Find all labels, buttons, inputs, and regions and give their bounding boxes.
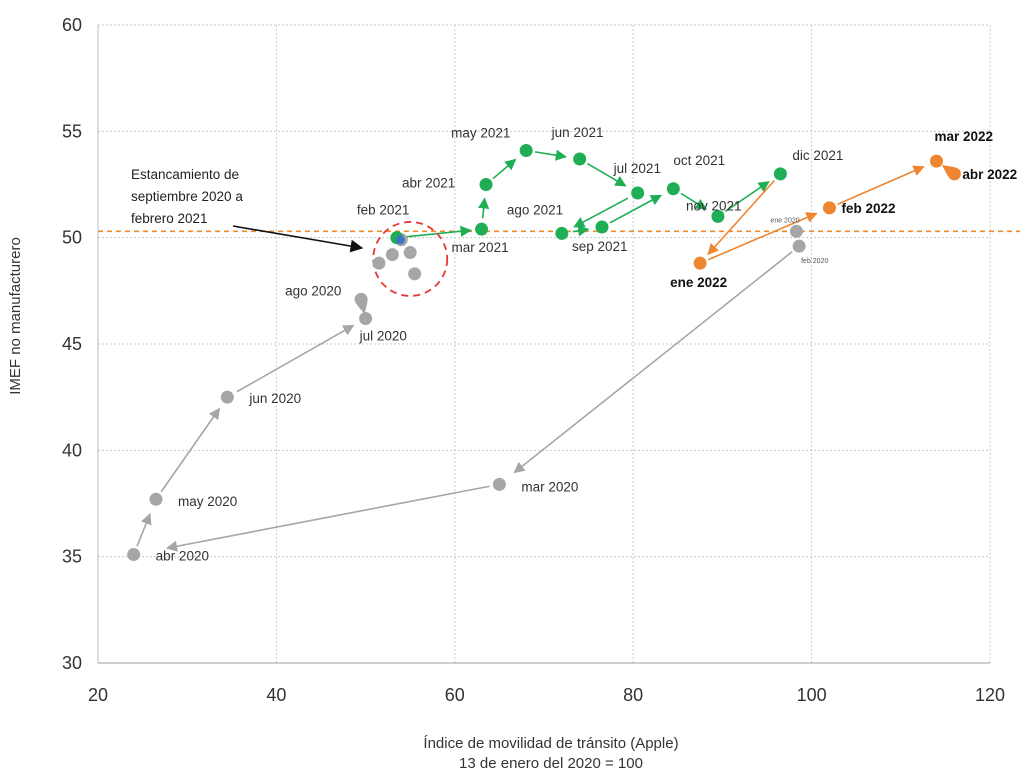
point-label: ene 2022: [670, 275, 727, 290]
series-2021-arrow: [724, 181, 770, 212]
series-2021-point: [595, 220, 609, 234]
x-tick-label: 120: [975, 685, 1005, 705]
series-2021-point: [773, 167, 787, 181]
series-2021-point: [479, 178, 493, 191]
point-label: oct 2021: [673, 153, 725, 168]
series-2022-arrow: [942, 165, 955, 177]
series-2020-point: [220, 390, 234, 404]
series-2021-point: [573, 152, 587, 166]
series-2021-point: [711, 209, 725, 223]
series-2021-arrow: [572, 225, 590, 237]
annotation-text-line: Estancamiento de: [131, 167, 239, 182]
series-2020-arrow: [160, 407, 220, 493]
x-axis-title: Índice de movilidad de tránsito (Apple): [423, 735, 678, 752]
series-2021-arrow: [680, 192, 707, 210]
point-label: may 2021: [451, 125, 510, 140]
series-2022-point: [947, 167, 961, 181]
series-2020-point: [354, 292, 368, 306]
series-2020-arrow: [513, 251, 793, 474]
point-label: feb 2022: [841, 201, 895, 216]
series-2020-point: [127, 548, 141, 562]
x-tick-label: 40: [266, 685, 286, 705]
series-2020-point: [359, 311, 373, 325]
series-2022-point: [693, 256, 707, 270]
gridlines: [97, 24, 991, 664]
y-tick-label: 30: [62, 653, 82, 673]
x-axis-subtitle: 13 de enero del 2020 = 100: [459, 755, 643, 772]
point-label: dic 2021: [792, 148, 843, 163]
point-label: ene 2020: [770, 217, 799, 224]
series-2021-point: [555, 226, 569, 240]
annotation-text-line: febrero 2021: [131, 211, 208, 226]
series-2020-arrow: [136, 513, 152, 547]
series-2020-arrow: [165, 485, 490, 552]
series-2021-arrow: [609, 194, 662, 224]
point-label: feb 2021: [357, 203, 410, 218]
point-label: sep 2021: [572, 239, 628, 254]
y-tick-label: 45: [62, 334, 82, 354]
point-label: mar 2020: [521, 479, 578, 494]
y-tick-label: 40: [62, 440, 82, 460]
series-2021-point: [519, 143, 533, 157]
point-label: jun 2021: [551, 125, 604, 140]
series-2020-point: [792, 239, 806, 253]
series-2022-arrow: [707, 180, 775, 256]
series-2020-arrow: [236, 324, 355, 393]
series-2020-point: [492, 477, 506, 491]
y-tick-label: 50: [62, 228, 82, 248]
point-label: abr 2020: [156, 549, 209, 564]
stagnation-circle: [372, 221, 449, 297]
point-labels: ene 2020 feb 2020 mar 2020 abr 2020 may 2020…: [156, 125, 1017, 564]
annotation-arrow: [232, 225, 364, 253]
point-label: ago 2021: [507, 202, 563, 217]
x-tick-label: 100: [797, 685, 827, 705]
series-2020-point: [385, 248, 399, 262]
series-2022-arrow: [708, 212, 818, 261]
x-tick-label: 60: [445, 685, 465, 705]
point-label: mar 2022: [934, 129, 993, 144]
data-points: [127, 143, 961, 562]
series-2021-arrow: [478, 197, 490, 219]
y-axis-title: IMEF no manufacturero: [7, 237, 24, 395]
series-2022-arrow: [837, 165, 925, 206]
series-2021-arrow: [534, 149, 567, 161]
series-2022-point: [929, 154, 943, 168]
series-2020-point: [149, 492, 163, 506]
point-label: feb 2020: [801, 258, 828, 265]
axis-ticks: 30 35 40 45 50 55 60 20 40 60 80 100 120: [62, 15, 1005, 705]
point-label: abr 2021: [402, 176, 455, 191]
point-label: jun 2020: [248, 391, 301, 406]
series-2021-arrow: [587, 162, 627, 187]
annotation-layer: Estancamiento de septiembre 2020 a febrero…: [131, 167, 449, 297]
series-2022-point: [822, 201, 836, 215]
series-2020-arrow: [356, 301, 368, 315]
series-2020-point: [372, 256, 386, 270]
point-label: jul 2020: [359, 328, 407, 343]
x-tick-label: 80: [623, 685, 643, 705]
y-tick-label: 35: [62, 547, 82, 567]
x-tick-label: 20: [88, 685, 108, 705]
series-2021-point: [631, 186, 645, 200]
series-2021-arrow: [492, 158, 517, 180]
series-2021-point: [666, 182, 680, 196]
overlap-point: [395, 235, 405, 245]
series-2020-point: [403, 246, 417, 260]
series-2021-point: [475, 222, 489, 236]
point-label: ago 2020: [285, 283, 341, 298]
series-2020-point: [408, 267, 422, 281]
point-label: mar 2021: [452, 240, 509, 255]
annotation-text-line: septiembre 2020 a: [131, 189, 243, 204]
point-label: may 2020: [178, 494, 237, 509]
y-tick-label: 55: [62, 121, 82, 141]
point-label: jul 2021: [613, 161, 661, 176]
series-2020-point: [789, 224, 803, 238]
point-label: abr 2022: [962, 167, 1017, 182]
series-2021-arrow: [573, 197, 629, 228]
point-label: nov 2021: [686, 198, 742, 213]
connector-arrows: [136, 149, 955, 552]
y-tick-label: 60: [62, 15, 82, 35]
